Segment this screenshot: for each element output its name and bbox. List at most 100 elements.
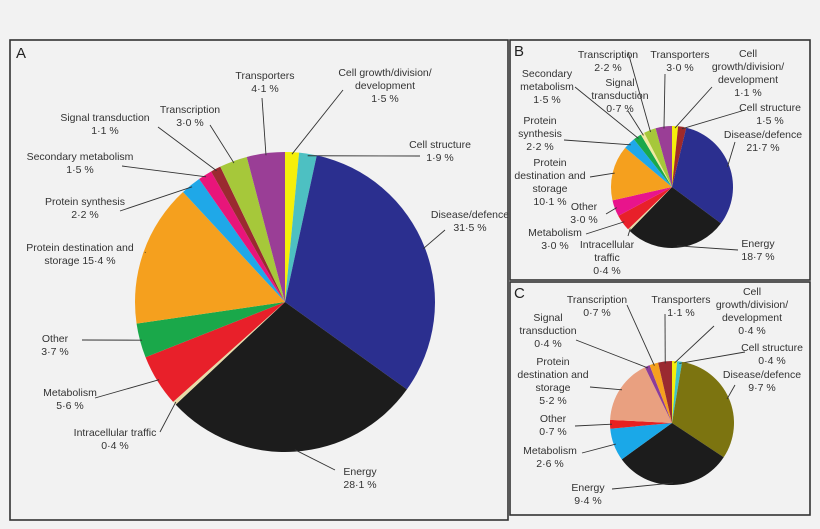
pie-slice bbox=[649, 362, 672, 423]
slice-label: Protein bbox=[533, 157, 566, 169]
leader-line bbox=[679, 351, 746, 364]
pie-slice bbox=[220, 156, 285, 302]
leader-line bbox=[589, 172, 615, 178]
slice-label: Disease/defence bbox=[431, 209, 509, 221]
leader-line bbox=[681, 109, 746, 130]
slice-label: storage bbox=[535, 382, 570, 394]
pie-slice bbox=[173, 302, 285, 405]
pie-slice bbox=[672, 126, 679, 187]
slice-label: Energy bbox=[343, 466, 377, 478]
leader-line bbox=[674, 325, 715, 364]
data-label: 3·0 % bbox=[541, 240, 568, 252]
slice-label: Disease/defence bbox=[723, 369, 801, 381]
leader-line bbox=[585, 221, 625, 235]
data-label: 1·1 % bbox=[91, 125, 118, 137]
leader-line bbox=[575, 339, 649, 369]
pie-slice bbox=[612, 187, 672, 216]
data-label: 18·7 % bbox=[741, 251, 774, 263]
slice-label: transduction bbox=[519, 325, 576, 337]
slice-label: development bbox=[355, 80, 415, 92]
pie-slice bbox=[672, 126, 687, 187]
pie-slice bbox=[246, 152, 285, 302]
data-label: 1·1 % bbox=[734, 87, 761, 99]
leader-line bbox=[294, 449, 336, 471]
data-label: 1·1 % bbox=[667, 307, 694, 319]
pie-slice bbox=[640, 132, 672, 187]
leader-line bbox=[605, 207, 617, 215]
leader-line bbox=[422, 229, 446, 250]
data-label: 3·7 % bbox=[41, 346, 68, 358]
slice-label: Energy bbox=[571, 482, 605, 494]
slice-label: Transporters bbox=[235, 70, 294, 82]
leader-line bbox=[261, 97, 267, 156]
panel-letter: A bbox=[16, 45, 26, 62]
slice-label: Cell growth/division/ bbox=[338, 67, 431, 79]
pie-slice bbox=[625, 139, 672, 187]
leader-line bbox=[611, 482, 674, 490]
leader-line bbox=[159, 401, 177, 433]
slice-label: Other bbox=[540, 413, 567, 425]
pie-slice bbox=[672, 361, 678, 423]
slice-label: Metabolism bbox=[43, 387, 97, 399]
data-label: 1·5 % bbox=[533, 94, 560, 106]
data-label: 0·7 % bbox=[583, 307, 610, 319]
pie-slice bbox=[285, 152, 300, 302]
data-label: 1·5 % bbox=[66, 164, 93, 176]
pie-slice bbox=[610, 423, 672, 460]
data-label: 2·2 % bbox=[594, 62, 621, 74]
slice-label: Protein bbox=[536, 356, 569, 368]
pie-slice bbox=[672, 361, 734, 458]
leader-line bbox=[626, 304, 655, 366]
slice-label: Transcription bbox=[578, 49, 638, 61]
slice-label: Metabolism bbox=[523, 445, 577, 457]
data-label: 31·5 % bbox=[453, 222, 486, 234]
slice-label: Cell structure bbox=[409, 139, 471, 151]
slice-label: Cell bbox=[743, 286, 761, 298]
slice-label: growth/division/ bbox=[716, 299, 788, 311]
data-label: 3·0 % bbox=[176, 117, 203, 129]
slice-label: Intracellular bbox=[580, 239, 635, 251]
pie-slice bbox=[145, 302, 285, 402]
pie-slice bbox=[135, 192, 285, 324]
leader-line bbox=[674, 86, 713, 129]
leader-line bbox=[574, 86, 639, 139]
pie-slice bbox=[633, 134, 672, 187]
leader-line bbox=[589, 386, 623, 391]
slice-label: Transcription bbox=[567, 294, 627, 306]
data-label: 5·2 % bbox=[539, 395, 566, 407]
data-label: 2·2 % bbox=[526, 141, 553, 153]
leader-line bbox=[291, 89, 344, 155]
leader-line bbox=[581, 443, 616, 454]
data-label: 10·1 % bbox=[533, 196, 566, 208]
slice-label: Cell bbox=[739, 48, 757, 60]
data-label: 2·6 % bbox=[536, 458, 563, 470]
slice-label: growth/division/ bbox=[712, 61, 784, 73]
pie-slice bbox=[175, 302, 407, 453]
slice-label: transduction bbox=[591, 90, 648, 102]
slice-label: synthesis bbox=[518, 128, 562, 140]
pie-slice bbox=[199, 171, 285, 302]
pie-slice bbox=[618, 187, 672, 230]
slice-label: Protein synthesis bbox=[45, 196, 125, 208]
slice-label: Secondary bbox=[522, 68, 573, 80]
pie-slice bbox=[629, 187, 721, 249]
pie-slice bbox=[285, 152, 317, 302]
slice-label: traffic bbox=[594, 252, 619, 264]
data-label: 0·4 % bbox=[101, 440, 128, 452]
leader-line bbox=[726, 384, 736, 400]
leader-line bbox=[209, 124, 235, 164]
slice-label: storage bbox=[532, 183, 567, 195]
leader-line bbox=[119, 186, 193, 212]
slice-label: Signal bbox=[605, 77, 634, 89]
slice-label: destination and bbox=[514, 170, 585, 182]
data-label: 3·0 % bbox=[666, 62, 693, 74]
slice-label: storage 15·4 % bbox=[44, 255, 115, 267]
panel-letter: C bbox=[514, 285, 525, 302]
slice-label: development bbox=[722, 312, 782, 324]
data-label: 9·4 % bbox=[574, 495, 601, 507]
data-label: 0·7 % bbox=[606, 103, 633, 115]
data-label: 9·7 % bbox=[748, 382, 775, 394]
pie-slice bbox=[655, 126, 672, 187]
data-label: 0·4 % bbox=[758, 355, 785, 367]
leader-line bbox=[574, 423, 613, 427]
